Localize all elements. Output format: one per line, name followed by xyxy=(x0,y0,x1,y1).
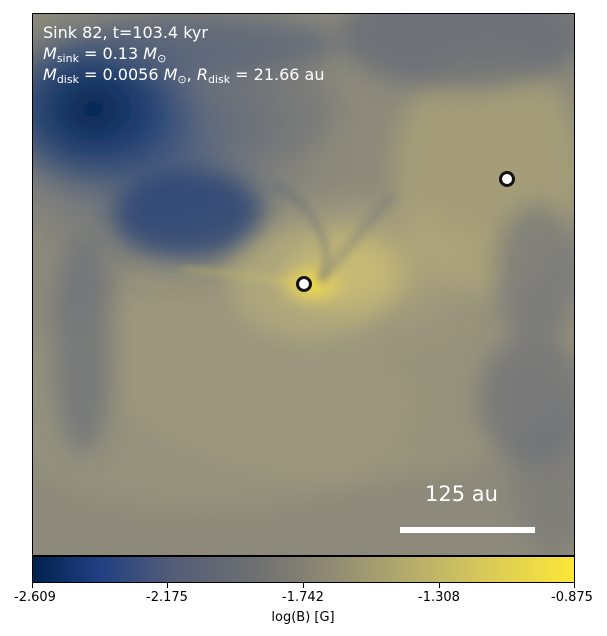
sink-time-label: Sink 82, t=103.4 kyr xyxy=(43,23,208,42)
colorbar-tick xyxy=(32,583,33,588)
sink-mass-unit-subscript: ⊙ xyxy=(157,52,167,65)
colorbar-tick-label: -1.742 xyxy=(282,590,324,605)
magnetic-field-map: Sink 82, t=103.4 kyr Msink = 0.13 M⊙ Mdi… xyxy=(32,13,575,556)
colorbar-gradient xyxy=(33,557,574,582)
disk-mass-unit: M xyxy=(163,65,178,84)
colorbar-title: log(B) [G] xyxy=(271,610,335,625)
colorbar-tick-label: -0.875 xyxy=(551,590,593,605)
field-image xyxy=(33,14,574,555)
scale-bar xyxy=(400,527,535,533)
colorbar-tick xyxy=(167,583,168,588)
scale-bar-label: 125 au xyxy=(425,482,498,506)
sink-mass-equals: = 0.13 xyxy=(78,44,144,63)
disk-radius-symbol: R xyxy=(196,65,208,84)
sink-marker-secondary xyxy=(499,171,515,187)
disk-radius-subscript: disk xyxy=(207,73,231,86)
colorbar-tick xyxy=(574,583,575,588)
sink-marker-primary xyxy=(296,276,312,292)
disk-mass-subscript: disk xyxy=(56,73,79,86)
sink-mass-symbol: M xyxy=(43,44,57,63)
sink-mass-unit: M xyxy=(143,44,158,63)
disk-separator: , xyxy=(186,65,197,84)
colorbar-tick-label: -2.609 xyxy=(14,590,56,605)
colorbar xyxy=(32,556,575,583)
disk-mass-unit-subscript: ⊙ xyxy=(177,73,187,86)
simulation-info: Sink 82, t=103.4 kyr Msink = 0.13 M⊙ Mdi… xyxy=(43,22,325,85)
disk-mass-radius-label: Mdisk = 0.0056 M⊙, Rdisk = 21.66 au xyxy=(43,64,325,85)
sink-mass-label: Msink = 0.13 M⊙ xyxy=(43,43,325,64)
colorbar-tick xyxy=(439,583,440,588)
disk-radius-value: = 21.66 au xyxy=(230,65,325,84)
colorbar-tick xyxy=(303,583,304,588)
sink-mass-subscript: sink xyxy=(56,52,79,65)
colorbar-tick-label: -1.308 xyxy=(418,590,460,605)
disk-mass-symbol: M xyxy=(43,65,57,84)
disk-mass-equals: = 0.0056 xyxy=(78,65,164,84)
colorbar-tick-label: -2.175 xyxy=(146,590,188,605)
